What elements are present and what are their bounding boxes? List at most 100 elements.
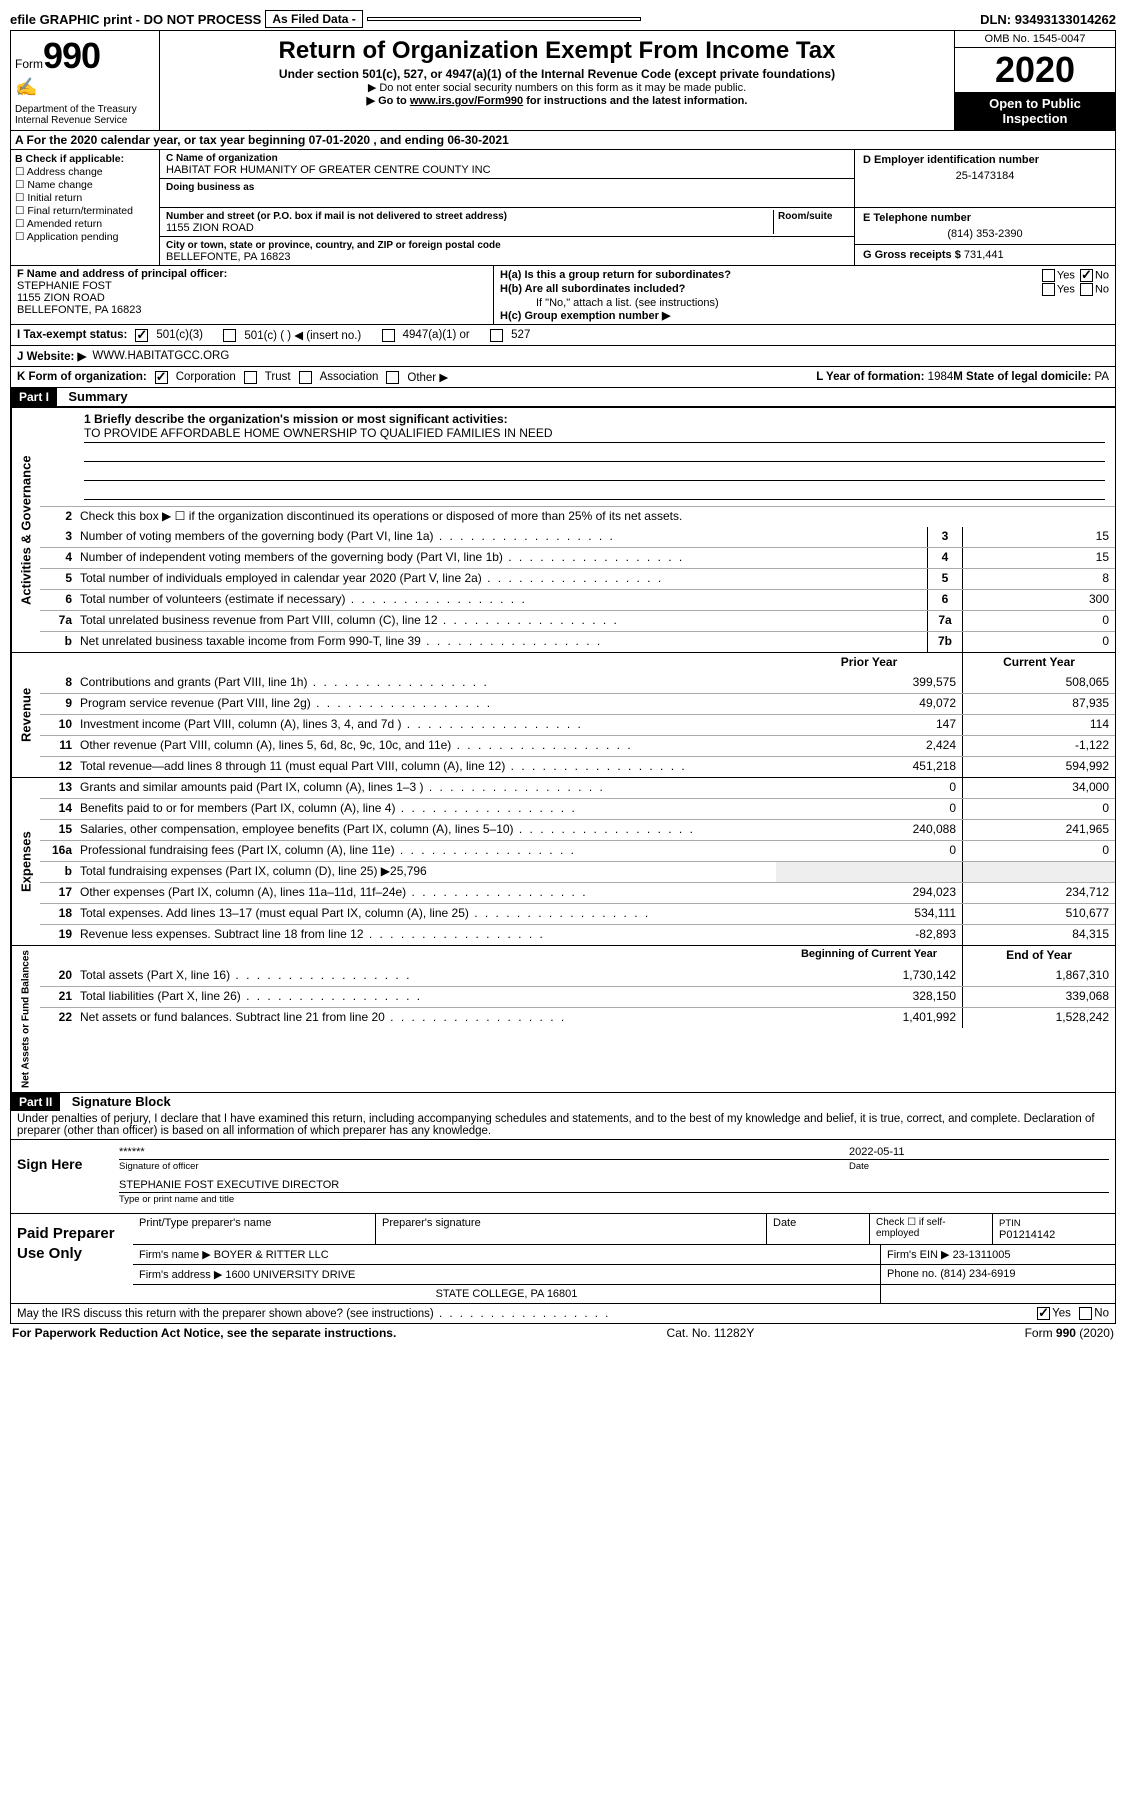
- gov-line: 7a Total unrelated business revenue from…: [40, 610, 1115, 631]
- mission-text: TO PROVIDE AFFORDABLE HOME OWNERSHIP TO …: [84, 426, 1105, 443]
- chk-initial[interactable]: ☐ Initial return: [15, 192, 155, 204]
- top-banner: efile GRAPHIC print - DO NOT PROCESS As …: [10, 10, 1116, 28]
- org-name: HABITAT FOR HUMANITY OF GREATER CENTRE C…: [166, 164, 491, 176]
- section-fh: F Name and address of principal officer:…: [11, 266, 1115, 325]
- blank-box: [367, 17, 641, 21]
- sidebar-net: Net Assets or Fund Balances: [11, 946, 40, 1092]
- expenses-section: Expenses 13 Grants and similar amounts p…: [11, 778, 1115, 946]
- col-h: H(a) Is this a group return for subordin…: [494, 266, 1115, 324]
- money-line: 8 Contributions and grants (Part VIII, l…: [40, 673, 1115, 693]
- state-domicile: M State of legal domicile: PA: [953, 371, 1109, 383]
- k-other[interactable]: [386, 371, 399, 384]
- governance-section: Activities & Governance 1 Briefly descri…: [11, 407, 1115, 653]
- firm-ein: 23-1311005: [953, 1249, 1011, 1261]
- gross-receipts: 731,441: [964, 249, 1004, 261]
- col-b: B Check if applicable: ☐ Address change …: [11, 150, 160, 265]
- firm-name: BOYER & RITTER LLC: [214, 1249, 329, 1261]
- perjury-text: Under penalties of perjury, I declare th…: [11, 1111, 1115, 1140]
- org-city: BELLEFONTE, PA 16823: [166, 251, 291, 263]
- net-assets-section: Net Assets or Fund Balances Beginning of…: [11, 946, 1115, 1093]
- money-line: 20 Total assets (Part X, line 16) 1,730,…: [40, 966, 1115, 986]
- gov-line: b Net unrelated business taxable income …: [40, 631, 1115, 652]
- row-i: I Tax-exempt status: 501(c)(3) 501(c) ( …: [11, 325, 1115, 346]
- gov-line: 5 Total number of individuals employed i…: [40, 568, 1115, 589]
- website: WWW.HABITATGCC.ORG: [92, 350, 229, 362]
- section-bcdeg: B Check if applicable: ☐ Address change …: [11, 150, 1115, 266]
- form-container: Form990 ✍ Department of the Treasury Int…: [10, 30, 1116, 1324]
- discuss-yes[interactable]: [1037, 1307, 1050, 1320]
- i-501c3[interactable]: [135, 329, 148, 342]
- header-right: OMB No. 1545-0047 2020 Open to Public In…: [954, 31, 1115, 130]
- ha-no[interactable]: [1080, 269, 1093, 282]
- col-deg: D Employer identification number 25-1473…: [855, 150, 1115, 265]
- money-line: 9 Program service revenue (Part VIII, li…: [40, 693, 1115, 714]
- ptin: P01214142: [999, 1229, 1055, 1241]
- ha-yes[interactable]: [1042, 269, 1055, 282]
- sidebar-revenue: Revenue: [11, 653, 40, 777]
- col-f: F Name and address of principal officer:…: [11, 266, 494, 324]
- dept: Department of the Treasury Internal Reve…: [15, 104, 155, 126]
- money-line: 12 Total revenue—add lines 8 through 11 …: [40, 756, 1115, 777]
- hb-yes[interactable]: [1042, 283, 1055, 296]
- org-street: 1155 ZION ROAD: [166, 222, 254, 234]
- money-line: 17 Other expenses (Part IX, column (A), …: [40, 882, 1115, 903]
- mission-block: 1 Briefly describe the organization's mi…: [40, 408, 1115, 506]
- row-a: A For the 2020 calendar year, or tax yea…: [11, 131, 1115, 150]
- header-mid: Return of Organization Exempt From Incom…: [160, 31, 954, 130]
- tax-year: 2020: [955, 48, 1115, 92]
- discuss-row: May the IRS discuss this return with the…: [11, 1303, 1115, 1323]
- chk-amended[interactable]: ☐ Amended return: [15, 218, 155, 230]
- firm-phone: (814) 234-6919: [940, 1268, 1015, 1280]
- money-line: 19 Revenue less expenses. Subtract line …: [40, 924, 1115, 945]
- paid-preparer: Paid Preparer Use Only Print/Type prepar…: [11, 1214, 1115, 1303]
- part-ii-header: Part II Signature Block: [11, 1093, 1115, 1111]
- form-header: Form990 ✍ Department of the Treasury Int…: [11, 31, 1115, 131]
- col-c: C Name of organization HABITAT FOR HUMAN…: [160, 150, 855, 265]
- revenue-section: Revenue Prior Year Current Year 8 Contri…: [11, 653, 1115, 778]
- gov-line: 3 Number of voting members of the govern…: [40, 527, 1115, 547]
- sign-date: 2022-05-11: [849, 1146, 904, 1158]
- money-line: 14 Benefits paid to or for members (Part…: [40, 798, 1115, 819]
- form-number: 990: [43, 35, 100, 76]
- footer-mid: Cat. No. 11282Y: [667, 1326, 755, 1340]
- officer-printed: STEPHANIE FOST EXECUTIVE DIRECTOR: [119, 1179, 1109, 1191]
- money-line: 18 Total expenses. Add lines 13–17 (must…: [40, 903, 1115, 924]
- i-501c[interactable]: [223, 329, 236, 342]
- chk-name[interactable]: ☐ Name change: [15, 179, 155, 191]
- i-527[interactable]: [490, 329, 503, 342]
- as-filed-box: As Filed Data -: [265, 10, 362, 28]
- money-line: 22 Net assets or fund balances. Subtract…: [40, 1007, 1115, 1028]
- chk-pending[interactable]: ☐ Application pending: [15, 231, 155, 243]
- k-assoc[interactable]: [299, 371, 312, 384]
- row-klm: K Form of organization: Corporation Trus…: [11, 367, 1115, 388]
- officer-name: STEPHANIE FOST: [17, 280, 112, 292]
- gov-line: 4 Number of independent voting members o…: [40, 547, 1115, 568]
- ein: 25-1473184: [863, 170, 1107, 182]
- money-line: 13 Grants and similar amounts paid (Part…: [40, 778, 1115, 798]
- k-trust[interactable]: [244, 371, 257, 384]
- form-link-line: ▶ Go to www.irs.gov/Form990 for instruct…: [166, 94, 948, 107]
- i-4947[interactable]: [382, 329, 395, 342]
- money-line: 15 Salaries, other compensation, employe…: [40, 819, 1115, 840]
- discuss-no[interactable]: [1079, 1307, 1092, 1320]
- year-formation: L Year of formation: 1984: [816, 371, 953, 383]
- efile-note: efile GRAPHIC print - DO NOT PROCESS: [10, 12, 261, 27]
- chk-final[interactable]: ☐ Final return/terminated: [15, 205, 155, 217]
- open-to-public: Open to Public Inspection: [955, 92, 1115, 130]
- sign-here: Sign Here ****** 2022-05-11 Signature of…: [11, 1140, 1115, 1214]
- money-line: b Total fundraising expenses (Part IX, c…: [40, 861, 1115, 882]
- money-line: 21 Total liabilities (Part X, line 26) 3…: [40, 986, 1115, 1007]
- irs-link[interactable]: www.irs.gov/Form990: [410, 95, 523, 107]
- row-j: J Website: ▶ WWW.HABITATGCC.ORG: [11, 346, 1115, 367]
- k-corp[interactable]: [155, 371, 168, 384]
- sidebar-expenses: Expenses: [11, 778, 40, 945]
- phone: (814) 353-2390: [863, 228, 1107, 240]
- chk-address[interactable]: ☐ Address change: [15, 166, 155, 178]
- header-left: Form990 ✍ Department of the Treasury Int…: [11, 31, 160, 130]
- part-i-header: Part I Summary: [11, 388, 1115, 407]
- form-title: Return of Organization Exempt From Incom…: [166, 37, 948, 65]
- footer-left: For Paperwork Reduction Act Notice, see …: [12, 1326, 396, 1340]
- money-line: 11 Other revenue (Part VIII, column (A),…: [40, 735, 1115, 756]
- hb-no[interactable]: [1080, 283, 1093, 296]
- money-line: 10 Investment income (Part VIII, column …: [40, 714, 1115, 735]
